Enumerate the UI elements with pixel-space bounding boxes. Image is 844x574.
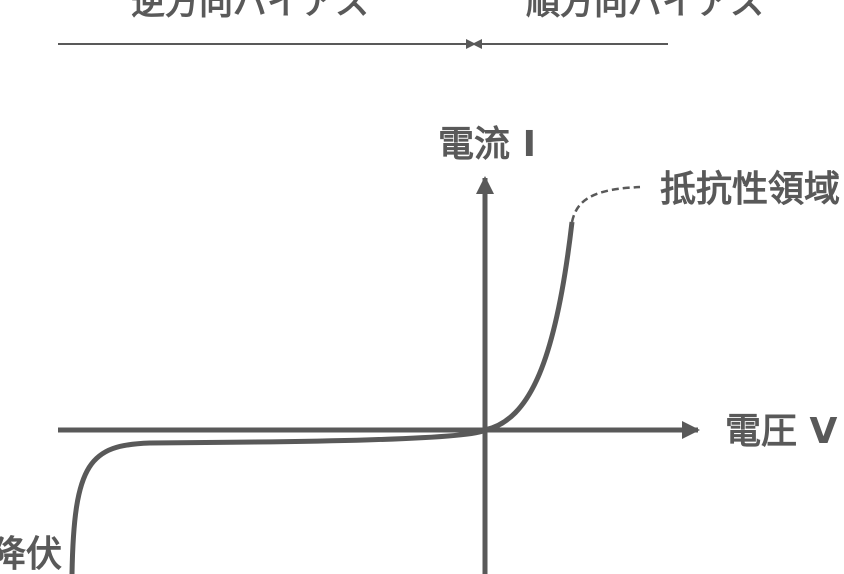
resistive-region-dashed-curve xyxy=(570,185,641,223)
forward-curve xyxy=(484,221,575,433)
resistive-region-label: 抵抗性領域 xyxy=(660,168,840,210)
reverse-bias-label: 逆方向バイアス xyxy=(131,0,369,23)
breakdown-label: 降伏 xyxy=(0,534,62,574)
reverse-breakdown-curve xyxy=(69,427,487,574)
voltage-axis-label: 電圧 V xyxy=(725,411,838,452)
current-axis-label: 電流 I xyxy=(438,124,536,165)
forward-bias-label: 順方向バイアス xyxy=(526,0,764,23)
